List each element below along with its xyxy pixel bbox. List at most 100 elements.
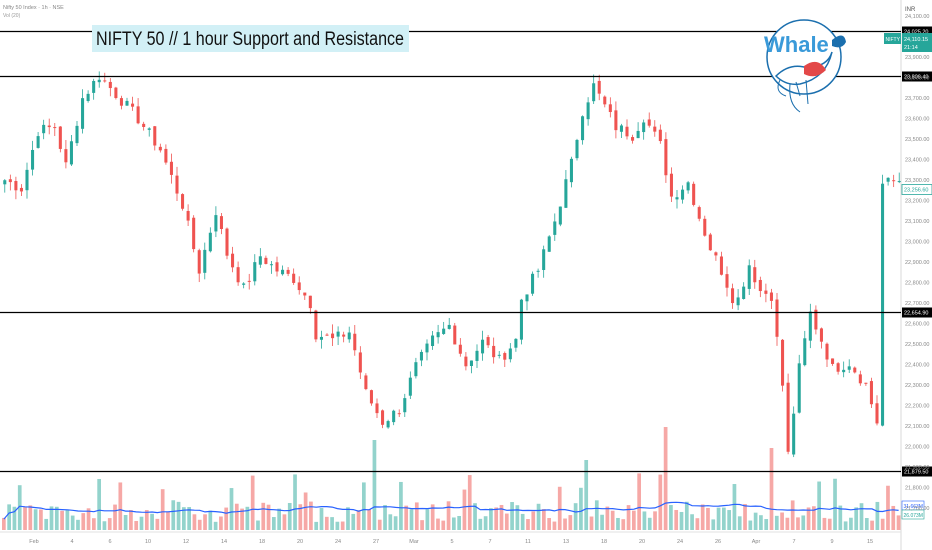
candle-body	[375, 403, 379, 414]
volume-bar	[446, 501, 451, 530]
volume-bar	[796, 517, 800, 530]
x-tick-label: 7	[488, 539, 491, 545]
volume-bar	[706, 507, 710, 530]
candle-body	[464, 356, 468, 367]
x-tick-label: 4	[70, 539, 73, 545]
volume-bar	[224, 507, 229, 530]
volume-bar	[383, 505, 387, 530]
x-tick-label: 18	[601, 539, 607, 545]
volume-bar	[346, 507, 350, 530]
volume-bar	[616, 517, 620, 530]
volume-bar	[769, 448, 774, 530]
x-tick-label: Apr	[752, 539, 761, 545]
candle-body	[342, 334, 346, 337]
candle-body	[581, 116, 585, 141]
volume-bar	[409, 509, 414, 530]
volume-bar	[155, 518, 160, 530]
volume-bar	[176, 501, 181, 530]
volume-bar	[483, 516, 488, 530]
candle-body	[536, 270, 540, 272]
candle-body	[31, 149, 35, 170]
candle-body	[558, 206, 562, 225]
volume-bar	[457, 515, 461, 530]
y-tick-label: 22,500.00	[905, 342, 929, 348]
candle-body	[181, 194, 185, 209]
candle-body	[508, 348, 512, 360]
volume-bar	[473, 503, 477, 530]
volume-bar	[864, 518, 869, 530]
volume-bar	[139, 516, 144, 530]
volume-bar	[679, 511, 684, 530]
candle-body	[542, 249, 546, 270]
symbol-info[interactable]: Nifty 50 Index · 1h · NSE	[3, 5, 64, 11]
candle-body	[231, 253, 235, 268]
candle-body	[675, 197, 679, 200]
candle-body	[725, 274, 729, 288]
volume-bar	[436, 518, 440, 530]
volume-bar	[626, 505, 631, 530]
candle-body	[36, 136, 40, 148]
x-tick-label: 6	[108, 539, 111, 545]
volume-bar	[674, 509, 679, 530]
candle-body	[519, 299, 523, 340]
volume-bar	[219, 516, 223, 530]
volume-bar	[240, 508, 244, 530]
candle-body	[297, 282, 301, 291]
volume-tag-label: 26.073M	[904, 513, 923, 519]
candle-body	[75, 125, 79, 144]
candle-body	[592, 83, 596, 102]
x-tick-label: 13	[563, 539, 569, 545]
volume-bar	[33, 509, 38, 530]
candle-body	[786, 382, 790, 452]
candle-body	[264, 257, 268, 264]
volume-indicator-label[interactable]: Vol (20)	[3, 13, 21, 19]
candles	[3, 71, 901, 458]
candle-body	[475, 350, 479, 361]
candle-body	[697, 207, 701, 219]
y-tick-label: 22,100.00	[905, 424, 929, 430]
candle-body	[219, 216, 223, 230]
candle-body	[769, 292, 773, 301]
volume-bar	[870, 520, 874, 530]
volume-bar	[896, 515, 901, 530]
volume-bar	[690, 514, 694, 530]
x-tick-label: 18	[259, 539, 265, 545]
volume-bar	[65, 509, 70, 530]
volume-bar	[182, 507, 186, 530]
volume-bar	[610, 510, 615, 530]
candle-body	[608, 104, 612, 113]
candle-body	[458, 344, 462, 354]
candle-body	[253, 262, 257, 282]
volume-bar	[520, 513, 525, 530]
candle-body	[631, 137, 635, 141]
x-tick-label: 12	[183, 539, 189, 545]
symbol-tag-box	[884, 33, 901, 44]
volume-bar	[552, 521, 557, 530]
candle-body	[281, 269, 285, 275]
candle-body	[108, 81, 112, 89]
candle-body	[158, 146, 162, 151]
candle-body	[103, 80, 107, 82]
live-price-tag[interactable]: NIFTY 24,110.15 21:14	[884, 33, 932, 52]
volume-bar	[605, 506, 610, 530]
volume-bar	[23, 507, 27, 530]
volume-bar	[833, 478, 837, 530]
candle-body	[319, 336, 323, 340]
whale-logo: Whale	[764, 19, 846, 113]
volume-bar	[880, 518, 885, 530]
price-tag-countdown: 21:14	[904, 45, 918, 51]
candle-body	[153, 126, 157, 146]
candle-body	[831, 358, 835, 364]
candle-body	[892, 180, 896, 182]
candle-body	[403, 398, 407, 413]
candle-body	[431, 335, 435, 346]
volume-bar	[504, 513, 509, 530]
volume-bar	[600, 514, 604, 530]
candle-body	[564, 179, 568, 208]
y-tick-label: 23,400.00	[905, 158, 929, 164]
volume-bar	[531, 511, 536, 530]
volume-bar	[854, 507, 859, 530]
candle-body	[858, 374, 862, 384]
price-axis-panel[interactable]	[901, 0, 932, 550]
